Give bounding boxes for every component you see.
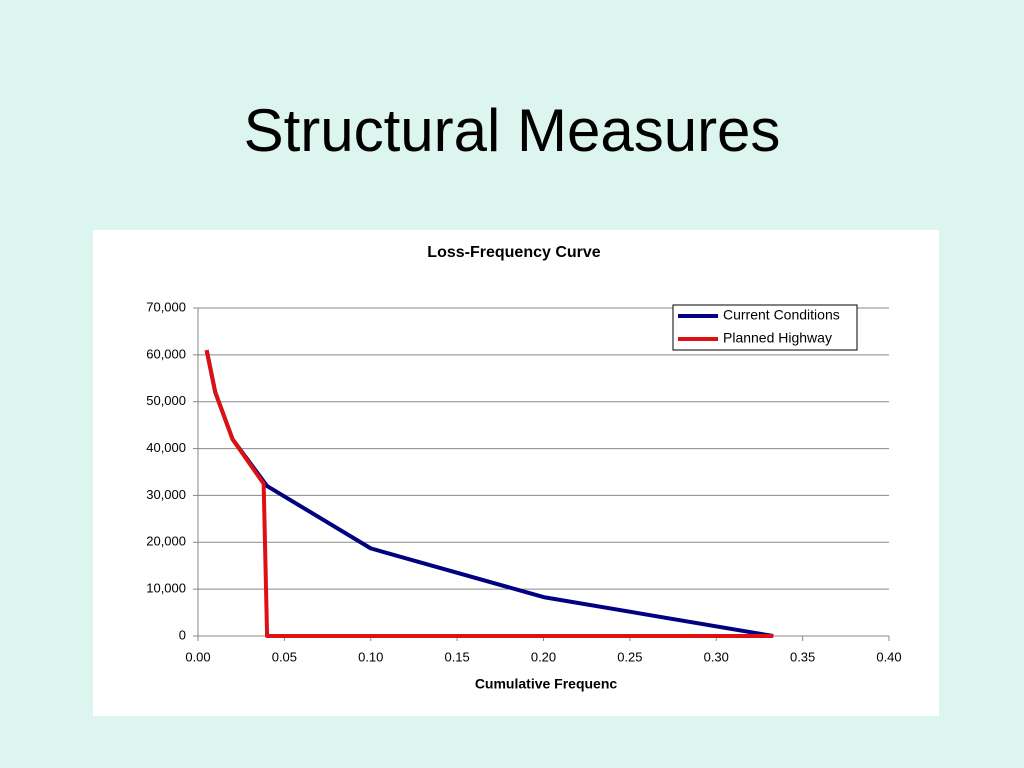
legend-box [672, 304, 858, 351]
x-tick-label: 0.30 [704, 649, 729, 664]
x-tick-label: 0.00 [185, 649, 210, 664]
y-tick-label: 50,000 [146, 393, 186, 408]
x-tick-label: 0.25 [617, 649, 642, 664]
chart-area [93, 230, 939, 716]
data-line [204, 349, 774, 638]
y-tick-label: 20,000 [146, 534, 186, 549]
x-tick-label: 0.05 [272, 649, 297, 664]
x-axis-label: Cumulative Frequenc [475, 676, 618, 692]
x-tick-label: 0.40 [876, 649, 901, 664]
y-tick-label: 30,000 [146, 487, 186, 502]
chart-title: Loss-Frequency Curve [427, 244, 600, 261]
x-tick-label: 0.15 [444, 649, 469, 664]
x-tick-label: 0.35 [790, 649, 815, 664]
legend-label: Planned Highway [723, 330, 832, 346]
y-tick-label: 0 [179, 627, 186, 642]
y-tick-label: 60,000 [146, 346, 186, 361]
y-tick-label: 70,000 [146, 299, 186, 314]
slide-title: Structural Measures [244, 97, 781, 164]
y-tick-label: 40,000 [146, 440, 186, 455]
y-tick-label: 10,000 [146, 581, 186, 596]
x-tick-label: 0.10 [358, 649, 383, 664]
legend-label: Current Conditions [723, 307, 840, 323]
x-tick-label: 0.20 [531, 649, 556, 664]
